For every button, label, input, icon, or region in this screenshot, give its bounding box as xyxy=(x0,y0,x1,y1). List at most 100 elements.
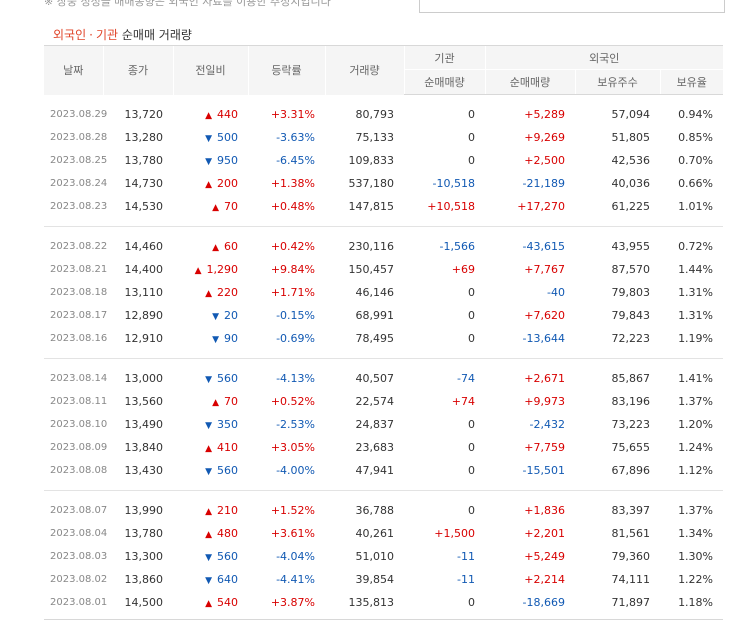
cell-foreign-ratio: 1.20% xyxy=(678,418,714,431)
cell-close: 13,000 xyxy=(124,372,164,385)
cell-close: 14,730 xyxy=(124,177,164,190)
cell-foreign-ratio: 1.30% xyxy=(678,550,714,563)
cell-foreign-ratio: 1.31% xyxy=(678,286,714,299)
cell-foreign-hold: 40,036 xyxy=(611,177,651,190)
change-value: 440 xyxy=(217,108,238,121)
cell-volume: 22,574 xyxy=(355,395,395,408)
cell-date: 2023.08.09 xyxy=(50,442,108,453)
cell-change: ▼ 20 xyxy=(173,304,248,327)
cell-close: 12,890 xyxy=(124,309,164,322)
cell-inst-net: -74 xyxy=(457,372,475,385)
change-value: 90 xyxy=(224,332,238,345)
cell-inst-net: -11 xyxy=(457,550,475,563)
cell-inst-net: 0 xyxy=(468,596,475,609)
cell-date: 2023.08.04 xyxy=(50,528,108,539)
cell-volume: 147,815 xyxy=(348,200,395,213)
change-value: 540 xyxy=(217,596,238,609)
cell-foreign-ratio: 0.66% xyxy=(678,177,714,190)
cell-date: 2023.08.10 xyxy=(50,419,108,430)
change-value: 560 xyxy=(217,550,238,563)
change-value: 200 xyxy=(217,177,238,190)
cell-close: 13,490 xyxy=(124,418,164,431)
heading-institution[interactable]: 기관 xyxy=(95,28,119,42)
cell-foreign-net: +5,289 xyxy=(524,108,565,121)
col-header-date: 날짜 xyxy=(44,45,103,95)
cell-foreign-net: -18,669 xyxy=(522,596,565,609)
cell-close: 14,500 xyxy=(124,596,164,609)
cell-rate: +3.61% xyxy=(270,527,315,540)
cell-foreign-net: +2,671 xyxy=(524,372,565,385)
cell-change: ▲ 480 xyxy=(173,522,248,545)
table-body: 2023.08.29 13,720 ▲ 440 +3.31% 80,793 0 +5,289 5… xyxy=(44,95,724,615)
triangle-up-icon: ▲ xyxy=(205,289,212,299)
cell-volume: 47,941 xyxy=(355,464,395,477)
cell-foreign-hold: 42,536 xyxy=(611,154,651,167)
cell-rate: +9.84% xyxy=(270,263,315,276)
cell-foreign-net: +9,973 xyxy=(524,395,565,408)
cell-foreign-net: +17,270 xyxy=(517,200,565,213)
table-row: 2023.08.16 12,910 ▼ 90 -0.69% 78,495 0 -13,644 7… xyxy=(44,327,723,350)
row-spacer xyxy=(44,491,723,500)
cell-change: ▲ 220 xyxy=(173,281,248,304)
cell-foreign-net: +9,269 xyxy=(524,131,565,144)
change-value: 220 xyxy=(217,286,238,299)
heading-foreign[interactable]: 외국인 xyxy=(53,28,87,42)
cell-inst-net: -10,518 xyxy=(432,177,475,190)
cell-change: ▲ 70 xyxy=(173,390,248,413)
trade-table: 날짜 종가 전일비 등락률 거래량 기관 외국인 순매매량 순매매량 보유주수 … xyxy=(44,45,724,615)
triangle-up-icon: ▲ xyxy=(205,599,212,609)
cell-volume: 537,180 xyxy=(348,177,395,190)
cell-rate: +3.31% xyxy=(270,108,315,121)
cell-foreign-ratio: 1.24% xyxy=(678,441,714,454)
heading-separator: · xyxy=(89,28,93,42)
cell-rate: -2.53% xyxy=(276,418,315,431)
change-value: 350 xyxy=(217,418,238,431)
cell-date: 2023.08.29 xyxy=(50,109,108,120)
cell-rate: +3.05% xyxy=(270,441,315,454)
cell-date: 2023.08.25 xyxy=(50,155,108,166)
cell-inst-net: +1,500 xyxy=(434,527,475,540)
table-row: 2023.08.18 13,110 ▲ 220 +1.71% 46,146 0 -40 79,8… xyxy=(44,281,723,304)
col-header-close: 종가 xyxy=(102,45,173,95)
cell-change: ▲ 70 xyxy=(173,195,248,218)
top-select-box[interactable] xyxy=(419,0,725,13)
cell-foreign-hold: 79,360 xyxy=(611,550,651,563)
change-value: 560 xyxy=(217,464,238,477)
cell-date: 2023.08.02 xyxy=(50,574,108,585)
cell-foreign-hold: 83,397 xyxy=(611,504,651,517)
cell-close: 13,300 xyxy=(124,550,164,563)
cell-date: 2023.08.03 xyxy=(50,551,108,562)
change-value: 70 xyxy=(224,395,238,408)
table-bottom-border xyxy=(44,619,723,620)
change-value: 60 xyxy=(224,240,238,253)
cell-close: 12,910 xyxy=(124,332,164,345)
cell-close: 13,840 xyxy=(124,441,164,454)
cell-close: 14,460 xyxy=(124,240,164,253)
cell-close: 13,990 xyxy=(124,504,164,517)
cell-foreign-net: +1,836 xyxy=(524,504,565,517)
cell-foreign-net: +5,249 xyxy=(524,550,565,563)
cell-foreign-hold: 85,867 xyxy=(611,372,651,385)
cell-volume: 78,495 xyxy=(355,332,395,345)
triangle-up-icon: ▲ xyxy=(205,444,212,454)
change-value: 70 xyxy=(224,200,238,213)
cell-rate: +0.48% xyxy=(270,200,315,213)
cell-close: 13,780 xyxy=(124,154,164,167)
cell-foreign-hold: 81,561 xyxy=(611,527,651,540)
cell-rate: -4.41% xyxy=(276,573,315,586)
cell-rate: -6.45% xyxy=(276,154,315,167)
cell-foreign-ratio: 1.19% xyxy=(678,332,714,345)
triangle-up-icon: ▲ xyxy=(212,243,219,253)
cell-foreign-net: -13,644 xyxy=(522,332,565,345)
table-row: 2023.08.03 13,300 ▼ 560 -4.04% 51,010 -11 +5,24… xyxy=(44,545,723,568)
change-value: 410 xyxy=(217,441,238,454)
cell-date: 2023.08.24 xyxy=(50,178,108,189)
change-value: 20 xyxy=(224,309,238,322)
table-row: 2023.08.28 13,280 ▼ 500 -3.63% 75,133 0 +9,269 5… xyxy=(44,126,723,149)
cell-close: 13,720 xyxy=(124,108,164,121)
table-row: 2023.08.24 14,730 ▲ 200 +1.38% 537,180 -10,518… xyxy=(44,172,723,195)
cell-volume: 46,146 xyxy=(355,286,395,299)
cell-inst-net: +10,518 xyxy=(427,200,475,213)
cell-change: ▼ 560 xyxy=(173,545,248,568)
cell-date: 2023.08.08 xyxy=(50,465,108,476)
